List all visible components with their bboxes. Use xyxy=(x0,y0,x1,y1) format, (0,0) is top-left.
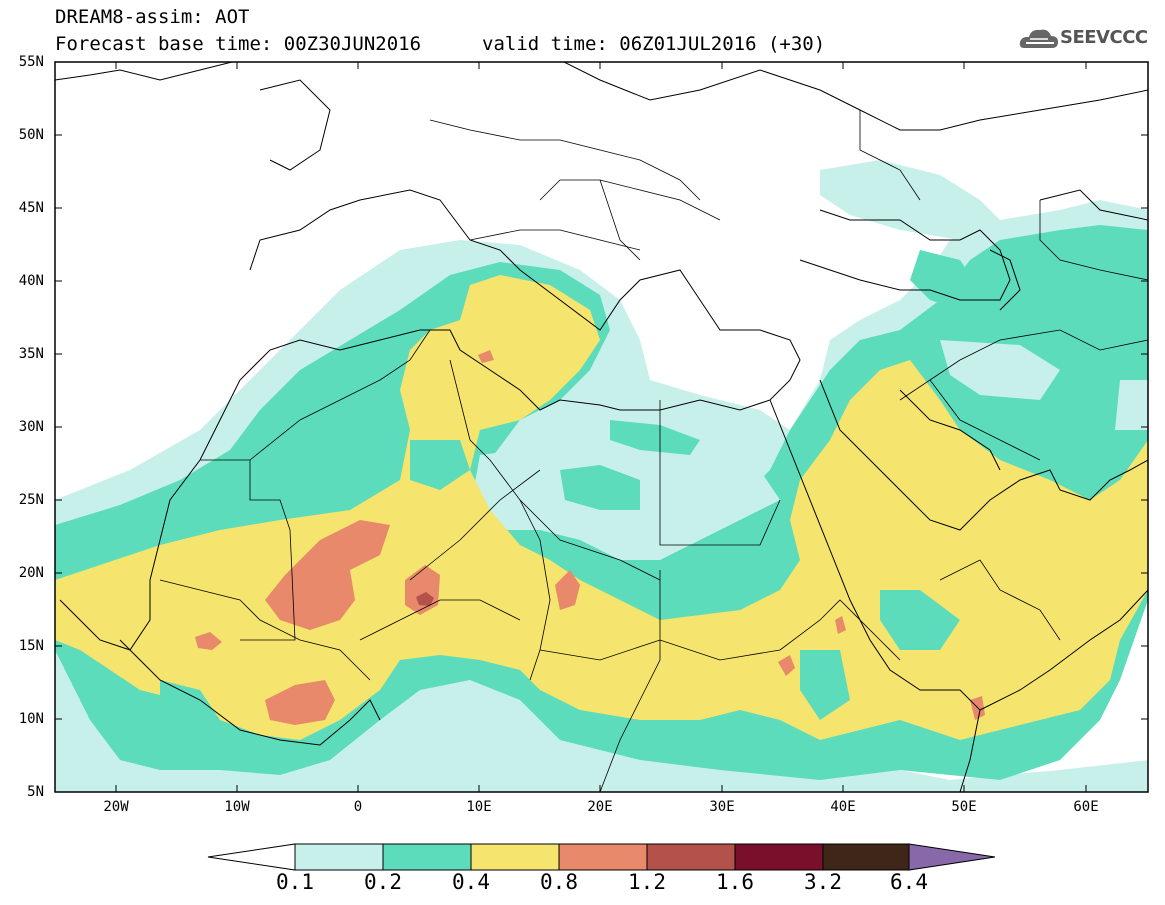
lon-label-60e: 60E xyxy=(1073,799,1099,815)
lat-label-10n: 10N xyxy=(18,711,44,727)
colorbar-label: 0.1 xyxy=(276,870,314,894)
colorbar-label: 1.6 xyxy=(716,870,754,894)
colorbar-swatch-3-2 xyxy=(822,843,910,871)
lat-label-15n: 15N xyxy=(18,638,44,654)
lat-ticks xyxy=(55,61,1148,720)
colorbar-low-arrow xyxy=(207,843,296,871)
lat-label-20n: 20N xyxy=(18,565,44,581)
lon-label-10e: 10E xyxy=(466,799,492,815)
map-title: DREAM8-assim: AOT xyxy=(55,6,250,28)
lat-label-55n: 55N xyxy=(18,54,44,70)
lat-label-25n: 25N xyxy=(18,492,44,508)
lat-label-35n: 35N xyxy=(18,346,44,362)
colorbar-swatch-1-2 xyxy=(646,843,736,871)
lat-label-45n: 45N xyxy=(18,200,44,216)
colorbar-swatch-0-4 xyxy=(470,843,560,871)
colorbar-label: 6.4 xyxy=(890,870,928,894)
colorbar-label: 0.2 xyxy=(364,870,402,894)
lon-ticks xyxy=(115,62,1087,792)
colorbar-swatch-0-8 xyxy=(558,843,648,871)
colorbar xyxy=(207,843,996,871)
colorbar-label: 1.2 xyxy=(628,870,666,894)
valid-time: valid time: 06Z01JUL2016 (+30) xyxy=(482,33,826,55)
cloud-logo-icon xyxy=(1019,29,1058,48)
aot-level-1-2 xyxy=(416,592,434,606)
lat-label-40n: 40N xyxy=(18,273,44,289)
lon-label-30e: 30E xyxy=(709,799,735,815)
lon-label-50e: 50E xyxy=(951,799,977,815)
colorbar-swatch-0-2 xyxy=(382,843,472,871)
colorbar-swatch-0-1 xyxy=(294,843,384,871)
colorbar-swatch-1-6 xyxy=(734,843,824,871)
forecast-base-time: Forecast base time: 00Z30JUN2016 xyxy=(55,33,422,55)
colorbar-label: 3.2 xyxy=(804,870,842,894)
aot-field xyxy=(55,62,1148,792)
colorbar-label: 0.4 xyxy=(452,870,490,894)
lon-label-20e: 20E xyxy=(587,799,613,815)
colorbar-high-arrow xyxy=(908,843,996,871)
colorbar-label: 0.8 xyxy=(540,870,578,894)
lat-label-30n: 30N xyxy=(18,419,44,435)
lat-label-50n: 50N xyxy=(18,127,44,143)
lon-label-10w: 10W xyxy=(224,799,250,815)
lat-label-5n: 5N xyxy=(27,784,44,800)
lon-label-20w: 20W xyxy=(103,799,129,815)
lon-label-0: 0 xyxy=(353,799,363,815)
country-borders xyxy=(159,110,1148,792)
logo-text: SEEVCCC xyxy=(1060,27,1148,48)
lon-label-40e: 40E xyxy=(830,799,856,815)
